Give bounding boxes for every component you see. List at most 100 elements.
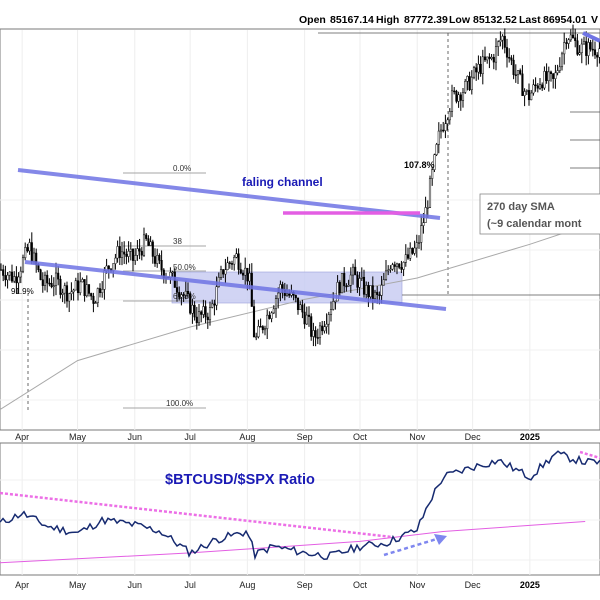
price-bar-body: [521, 73, 524, 96]
price-bar-body: [147, 238, 150, 246]
price-bar: [444, 114, 447, 139]
price-bar: [123, 241, 126, 264]
price-bar-body: [406, 254, 410, 259]
price-bar-body: [195, 316, 198, 324]
price-bar: [41, 272, 44, 293]
price-bar-body: [158, 255, 161, 261]
price-bar: [250, 263, 253, 307]
price-bar-body: [527, 90, 531, 101]
price-bar-body: [492, 56, 495, 63]
price-bar-body: [488, 56, 491, 59]
price-bar: [571, 24, 575, 39]
price-bar-body: [409, 247, 412, 259]
price-bar-body: [378, 294, 381, 297]
price-bar: [92, 292, 95, 313]
price-bar-body: [367, 284, 370, 298]
ratio-x-tick: 2025: [520, 580, 540, 590]
price-bar-body: [538, 84, 542, 89]
price-bar-body: [76, 280, 80, 294]
price-bar: [576, 33, 579, 56]
price-bar-body: [402, 262, 405, 270]
price-bar: [409, 242, 412, 262]
price-bar-body: [336, 282, 339, 302]
price-bar: [158, 253, 161, 265]
price-bar-body: [446, 119, 449, 124]
price-bar: [488, 53, 491, 69]
price-bar: [433, 153, 436, 173]
price-bar: [492, 53, 495, 70]
price-bar-body: [578, 52, 581, 55]
price-bar-body: [560, 53, 564, 68]
price-bar-body: [131, 248, 135, 261]
price-bar-body: [211, 303, 214, 308]
price-bar-body: [334, 300, 337, 303]
price-bar-body: [153, 256, 157, 264]
price-bar-body: [576, 40, 579, 55]
price-bar: [59, 275, 62, 299]
price-bar: [343, 267, 346, 293]
price-bar: [204, 300, 207, 324]
price-bar-body: [197, 311, 201, 324]
price-bar: [497, 40, 500, 57]
price-bar: [450, 84, 454, 118]
price-bar-body: [468, 76, 471, 91]
price-bar: [129, 242, 132, 261]
price-bar-body: [360, 276, 363, 279]
ratio-sma-line: [0, 521, 586, 564]
price-x-tick: Jul: [184, 432, 196, 442]
price-bar: [54, 262, 58, 296]
price-bar-body: [582, 41, 586, 45]
price-bar: [338, 280, 341, 297]
price-bar: [334, 300, 337, 310]
price-bar-body: [321, 325, 324, 332]
price-bar: [244, 257, 247, 285]
price-bar-body: [470, 76, 473, 91]
price-bar-body: [523, 91, 526, 96]
ratio-gridlines: [0, 444, 600, 575]
price-bar-body: [356, 274, 359, 288]
price-bar-body: [477, 63, 480, 73]
price-x-tick: Oct: [353, 432, 368, 442]
price-bar-body: [587, 42, 590, 56]
price-bar-body: [327, 314, 330, 325]
price-bar: [435, 142, 438, 157]
price-bar: [384, 259, 388, 281]
price-bar: [120, 241, 124, 266]
price-bar: [563, 32, 566, 65]
price-bar-body: [508, 57, 511, 59]
price-bar: [536, 83, 539, 93]
price-bar: [481, 49, 484, 85]
price-bar-body: [74, 280, 77, 291]
price-bar-body: [24, 247, 27, 259]
price-bar: [305, 306, 308, 325]
price-bar-body: [2, 269, 5, 276]
price-bar-body: [6, 274, 9, 281]
price-bar-body: [248, 272, 251, 282]
price-bar: [437, 122, 440, 154]
price-bar: [151, 239, 154, 264]
price-bar: [358, 272, 361, 296]
price-bar: [312, 322, 315, 347]
price-bar: [538, 77, 542, 90]
price-bar-body: [593, 49, 597, 56]
price-bar-body: [318, 325, 322, 339]
price-bar: [589, 39, 592, 52]
price-bar-body: [145, 234, 148, 239]
price-bar-body: [387, 269, 390, 272]
price-bar: [413, 240, 416, 256]
price-bar-body: [208, 307, 212, 321]
price-bar-body: [125, 253, 128, 257]
price-bar-body: [349, 274, 352, 286]
price-bar-body: [340, 273, 344, 294]
fib-label-100: 100.0%: [166, 399, 193, 408]
price-bar: [171, 270, 174, 277]
price-bar: [127, 241, 130, 263]
price-bar-body: [136, 248, 139, 256]
price-bar-body: [437, 130, 440, 145]
ratio-arrow-head: [434, 534, 447, 545]
price-bar-body: [54, 272, 58, 286]
price-bar: [505, 38, 509, 68]
channel-lower-line: [24, 260, 447, 311]
price-bar-body: [323, 326, 326, 332]
